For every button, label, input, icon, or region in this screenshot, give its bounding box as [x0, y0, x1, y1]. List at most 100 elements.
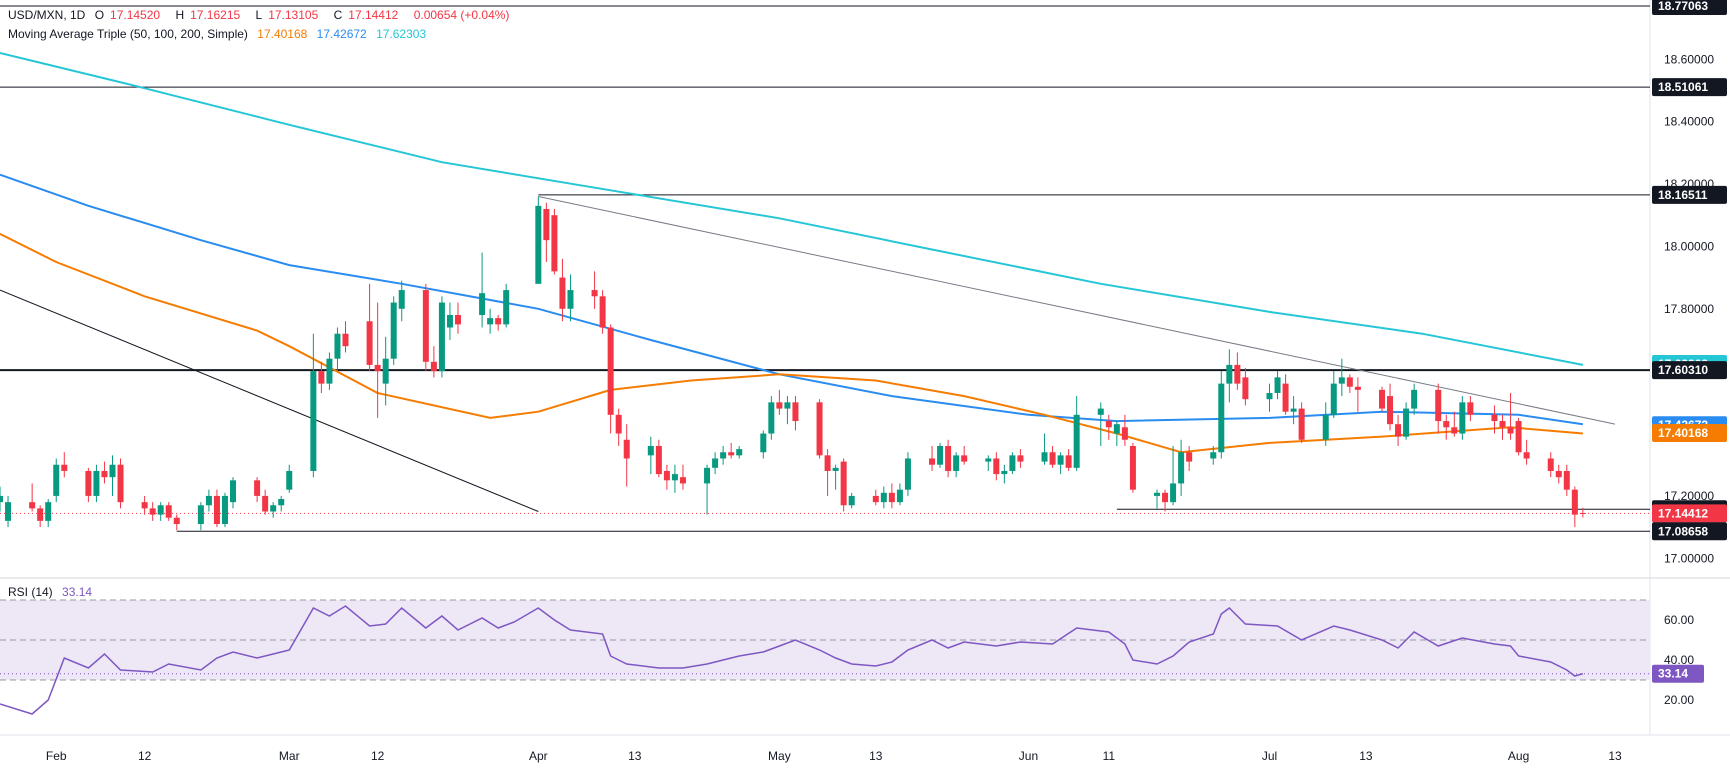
- candle: [422, 283, 429, 372]
- candle-body: [101, 470, 108, 478]
- candle-body: [1274, 377, 1281, 393]
- candle: [141, 495, 148, 515]
- candle-body: [1017, 455, 1024, 462]
- ma-label[interactable]: Moving Average Triple (50, 100, 200, Sim…: [8, 27, 248, 41]
- candle: [173, 514, 180, 531]
- candle-body: [1298, 408, 1305, 440]
- candle: [1403, 402, 1410, 440]
- candle: [1451, 411, 1458, 437]
- candle-body: [1571, 489, 1578, 515]
- candle-body: [728, 452, 735, 456]
- price-level-tag-label: 18.16511: [1658, 188, 1708, 202]
- candle: [1186, 446, 1193, 471]
- candle-body: [213, 495, 220, 524]
- candle: [591, 271, 598, 309]
- symbol-label[interactable]: USD/MXN, 1D: [8, 8, 86, 22]
- trendline: [538, 196, 1616, 425]
- candle: [53, 458, 60, 503]
- rsi-label[interactable]: RSI (14): [8, 585, 53, 599]
- candle: [270, 502, 277, 518]
- high-label: H 17.16215: [175, 8, 241, 22]
- candle-body: [1210, 452, 1217, 459]
- price-level-tag: 17.14412: [1652, 504, 1727, 523]
- candle: [671, 464, 678, 493]
- ma100-line: [0, 173, 1584, 426]
- candle-body: [93, 470, 100, 496]
- trendline: [0, 289, 539, 512]
- candle: [904, 452, 911, 496]
- candle-body: [1129, 446, 1136, 490]
- candle-body: [0, 495, 3, 503]
- candle-body: [1515, 421, 1522, 453]
- candle: [937, 442, 944, 468]
- candle: [679, 464, 686, 490]
- candle: [1523, 439, 1530, 465]
- price-level-tag-label: 17.14412: [1658, 506, 1708, 520]
- candle-body: [663, 470, 670, 481]
- candle-body: [559, 277, 566, 309]
- candle: [390, 296, 397, 365]
- candle: [230, 477, 237, 509]
- candle-body: [1411, 389, 1418, 409]
- candle: [1001, 464, 1008, 484]
- candle-body: [5, 502, 12, 521]
- candle-body: [398, 290, 405, 309]
- candle: [953, 452, 960, 478]
- candle: [438, 296, 445, 378]
- candle-body: [141, 502, 148, 509]
- candle: [945, 439, 952, 478]
- candle: [1105, 414, 1112, 440]
- candle-body: [503, 290, 510, 325]
- candle-body: [1170, 483, 1177, 503]
- candle: [1298, 402, 1305, 443]
- candle: [623, 424, 630, 487]
- candle-body: [647, 446, 654, 456]
- candle: [487, 308, 494, 334]
- candle-body: [1009, 455, 1016, 471]
- candle: [1017, 449, 1024, 468]
- change-value: 0.00654 (+0.04%): [413, 8, 510, 22]
- candle: [543, 202, 550, 262]
- candle: [1338, 358, 1345, 397]
- candle: [607, 324, 614, 434]
- candle-body: [197, 505, 204, 524]
- candle: [1435, 383, 1442, 434]
- candle-body: [342, 333, 349, 347]
- candle: [1515, 417, 1522, 456]
- candle-body: [430, 361, 437, 372]
- candle-body: [615, 414, 622, 434]
- candle: [872, 489, 879, 506]
- candle-body: [1121, 427, 1128, 440]
- candle: [567, 274, 574, 322]
- candle: [712, 452, 719, 475]
- candle: [929, 446, 936, 471]
- candle: [1266, 383, 1273, 412]
- candle-body: [760, 433, 767, 453]
- candle-body: [1073, 414, 1080, 468]
- candle: [61, 452, 68, 478]
- candle: [1563, 464, 1570, 496]
- candle: [1346, 374, 1353, 393]
- candle-body: [1041, 452, 1048, 462]
- candle: [1242, 368, 1249, 406]
- candle-body: [880, 492, 887, 503]
- candle-body: [985, 458, 992, 462]
- candle: [254, 477, 261, 503]
- price-level-tag: 18.77063: [1652, 0, 1727, 16]
- candle: [326, 352, 333, 390]
- candle: [599, 290, 606, 334]
- open-value: 17.14520: [110, 8, 161, 22]
- candle-body: [61, 464, 68, 471]
- candle-body: [1378, 389, 1385, 409]
- candle-body: [438, 302, 445, 372]
- candle: [503, 283, 510, 328]
- candle-body: [149, 508, 156, 515]
- candle: [1041, 433, 1048, 465]
- candle-body: [286, 470, 293, 490]
- price-level-tag: 17.08658: [1652, 522, 1727, 541]
- candle: [824, 449, 831, 496]
- candle-body: [1395, 424, 1402, 437]
- candle-body: [543, 208, 550, 241]
